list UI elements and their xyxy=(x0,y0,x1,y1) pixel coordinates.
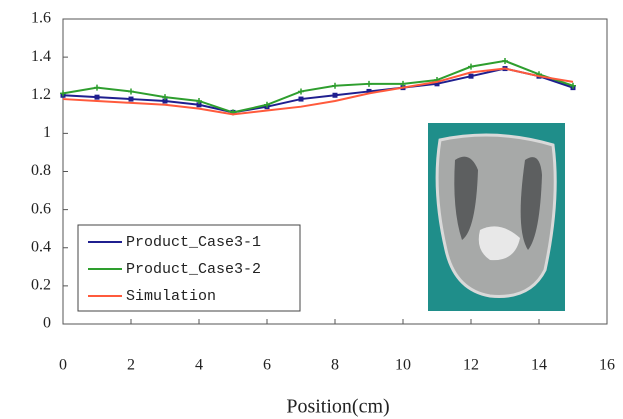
y-tick-label: 1.6 xyxy=(31,10,51,27)
x-tick-label: 14 xyxy=(531,357,547,374)
point-marker xyxy=(333,93,338,98)
y-tick-label: 1 xyxy=(43,124,51,141)
point-marker xyxy=(299,97,304,102)
x-tick-label: 0 xyxy=(59,357,67,374)
x-tick-label: 16 xyxy=(599,357,615,374)
y-tick-label: 1.2 xyxy=(31,86,51,103)
inset-photo xyxy=(428,123,565,311)
x-tick-label: 4 xyxy=(195,357,203,374)
y-tick-label: 0.4 xyxy=(31,238,51,255)
point-marker xyxy=(469,74,474,79)
x-axis-label: Position(cm) xyxy=(286,396,389,418)
chart: Position(cm) 0 0.2 0.4 0.6 0.8 1 1.2 1.4 1.6 0 2 4 6… xyxy=(0,0,623,419)
legend-label: Product_Case3-2 xyxy=(126,261,261,278)
x-tick-label: 12 xyxy=(463,357,479,374)
y-tick-label: 1.4 xyxy=(31,48,51,65)
y-tick-label: 0.2 xyxy=(31,277,51,294)
x-tick-label: 2 xyxy=(127,357,135,374)
y-tick-label: 0 xyxy=(43,315,51,332)
x-tick-label: 8 xyxy=(331,357,339,374)
legend-label: Simulation xyxy=(126,288,216,305)
x-tick-label: 6 xyxy=(263,357,271,374)
y-tick-label: 0.8 xyxy=(31,162,51,179)
legend: Product_Case3-1 Product_Case3-2 Simulation xyxy=(78,225,300,311)
legend-label: Product_Case3-1 xyxy=(126,234,261,251)
y-tick-label: 0.6 xyxy=(31,200,51,217)
x-tick-label: 10 xyxy=(395,357,411,374)
point-marker xyxy=(95,95,100,100)
point-marker xyxy=(129,97,134,102)
